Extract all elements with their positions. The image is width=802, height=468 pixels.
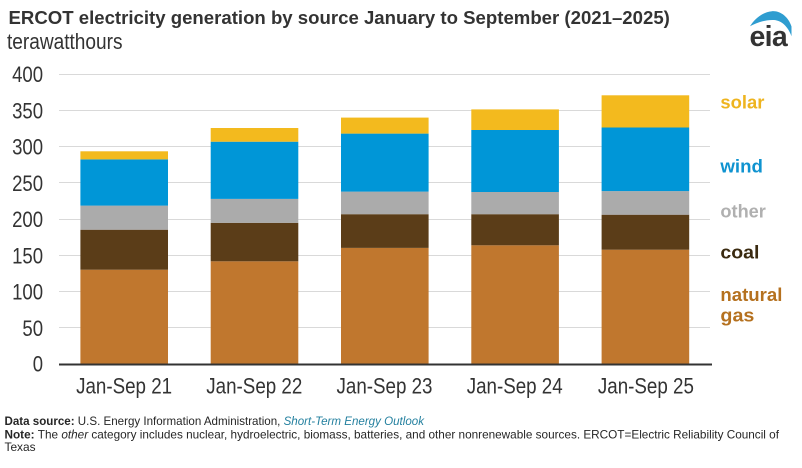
svg-text:Jan-Sep 23: Jan-Sep 23: [337, 373, 433, 398]
svg-text:wind: wind: [719, 156, 762, 177]
svg-text:solar: solar: [720, 92, 764, 113]
svg-text:150: 150: [12, 243, 43, 268]
svg-text:Note: The other category inclu: Note: The other category includes nuclea…: [5, 428, 780, 442]
svg-text:ERCOT electricity generation b: ERCOT electricity generation by source J…: [9, 7, 670, 28]
svg-text:300: 300: [12, 135, 43, 160]
svg-text:other: other: [720, 200, 766, 221]
svg-text:50: 50: [22, 316, 43, 341]
svg-text:terawatthours: terawatthours: [7, 29, 123, 54]
svg-text:eia: eia: [750, 21, 789, 53]
svg-text:Texas: Texas: [5, 440, 36, 454]
svg-text:400: 400: [12, 62, 43, 87]
svg-text:natural: natural: [720, 284, 782, 305]
svg-text:Jan-Sep 24: Jan-Sep 24: [467, 373, 563, 398]
svg-text:100: 100: [12, 280, 43, 305]
svg-text:Jan-Sep 22: Jan-Sep 22: [206, 373, 302, 398]
svg-text:0: 0: [33, 352, 43, 377]
svg-text:gas: gas: [720, 305, 754, 326]
svg-text:Jan-Sep 25: Jan-Sep 25: [598, 373, 694, 398]
svg-text:200: 200: [12, 207, 43, 232]
svg-text:250: 250: [12, 171, 43, 196]
svg-text:350: 350: [12, 98, 43, 123]
svg-text:coal: coal: [720, 241, 759, 262]
svg-text:Data source: U.S. Energy Infor: Data source: U.S. Energy Information Adm…: [5, 414, 426, 428]
svg-text:Jan-Sep 21: Jan-Sep 21: [76, 373, 172, 398]
